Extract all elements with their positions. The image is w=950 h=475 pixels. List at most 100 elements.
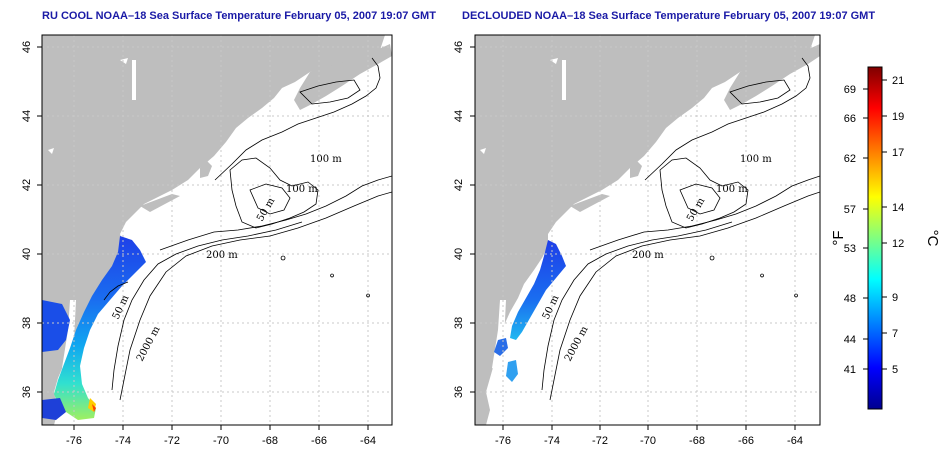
fahrenheit-tick: 41 — [844, 364, 856, 376]
cape-cod — [630, 160, 642, 178]
celsius-tick: 21 — [892, 75, 904, 87]
bathymetry-contours — [103, 57, 392, 401]
x-tick-label: -76 — [495, 435, 511, 447]
map-frame — [41, 34, 393, 426]
sst-coverage — [494, 338, 508, 356]
y-tick-label: 46 — [21, 41, 33, 53]
y-tick-label: 40 — [21, 248, 33, 260]
x-tick-label: -68 — [262, 435, 278, 447]
contour-shelf — [541, 221, 733, 391]
celsius-tick: 7 — [892, 328, 898, 340]
fahrenheit-tick: 66 — [844, 113, 856, 125]
celsius-tick: 14 — [892, 202, 904, 214]
celsius-tick: 5 — [892, 364, 898, 376]
land-mass — [475, 35, 815, 425]
y-tick-label: 38 — [21, 317, 33, 329]
x-tick-label: -74 — [115, 435, 131, 447]
celsius-tick: 17 — [892, 147, 904, 159]
sst-coverage — [506, 360, 518, 382]
lake — [48, 148, 54, 154]
contour-2000m — [549, 191, 820, 401]
fahrenheit-tick: 62 — [844, 153, 856, 165]
fahrenheit-tick: 69 — [844, 84, 856, 96]
contour-50m-shelf — [103, 281, 129, 301]
contour-100m — [644, 57, 811, 181]
x-tick-label: -76 — [66, 435, 82, 447]
x-tick-label: -68 — [689, 435, 705, 447]
celsius-tick: 19 — [892, 111, 904, 123]
left-map-panel: 100 m 100 m 50 m 200 m 50 m 2000 m -76 -… — [21, 34, 393, 447]
contour-label: 100 m — [286, 184, 318, 195]
y-tick-label: 36 — [21, 386, 33, 398]
lake — [480, 148, 486, 154]
contour-label: 200 m — [632, 250, 664, 261]
chesapeake-bay — [62, 300, 76, 370]
grid-lines — [475, 35, 820, 425]
fahrenheit-tick: 53 — [844, 243, 856, 255]
celsius-tick: 12 — [892, 238, 904, 250]
cape-cod — [200, 160, 212, 178]
lake-champlain — [132, 60, 136, 100]
contour-label: 100 m — [740, 154, 772, 165]
y-tick-label: 44 — [453, 110, 465, 122]
contour-seamount — [330, 273, 334, 278]
contour-label: 200 m — [206, 250, 238, 261]
fahrenheit-unit-label: °F — [830, 230, 847, 245]
bathymetry-contours — [541, 57, 820, 401]
contour-seamount — [709, 255, 715, 261]
contour-50m — [249, 183, 291, 215]
left-map-title: RU COOL NOAA–18 Sea Surface Temperature … — [42, 10, 436, 22]
contour-seamount — [280, 255, 286, 261]
contour-200m — [589, 175, 820, 251]
y-tick-label: 42 — [21, 179, 33, 191]
right-map-title: DECLOUDED NOAA–18 Sea Surface Temperatur… — [462, 10, 876, 22]
x-tick-label: -72 — [592, 435, 608, 447]
contour-label: 100 m — [716, 184, 748, 195]
x-tick-label: -66 — [738, 435, 754, 447]
x-tick-label: -74 — [544, 435, 560, 447]
contour-100m — [729, 79, 791, 105]
contour-100m — [229, 157, 319, 229]
grid-lines — [42, 35, 392, 425]
contour-200m — [159, 175, 392, 251]
fahrenheit-tick: 44 — [844, 334, 856, 346]
lake — [120, 58, 128, 64]
x-tick-label: -72 — [164, 435, 180, 447]
celsius-unit-label: °C — [924, 230, 941, 247]
celsius-tick: 9 — [892, 292, 898, 304]
x-tick-label: -64 — [787, 435, 803, 447]
long-island — [570, 194, 610, 212]
contour-50m — [679, 183, 721, 215]
sst-coverage — [42, 300, 70, 352]
contour-shelf — [111, 221, 303, 391]
x-tick-label: -70 — [213, 435, 229, 447]
right-map-panel: 100 m 100 m 50 m 200 m 50 m 2000 m -76 -… — [453, 34, 821, 447]
x-tick-label: -66 — [311, 435, 327, 447]
fahrenheit-tick: 48 — [844, 293, 856, 305]
y-tick-label: 38 — [453, 317, 465, 329]
contour-seamount — [760, 273, 764, 278]
contour-seamount — [794, 293, 798, 298]
fahrenheit-tick: 57 — [844, 204, 856, 216]
y-tick-label: 46 — [453, 41, 465, 53]
sst-warm-spot — [92, 404, 96, 412]
x-tick-label: -70 — [640, 435, 656, 447]
long-island — [140, 194, 180, 212]
y-tick-label: 44 — [21, 110, 33, 122]
y-tick-label: 36 — [453, 386, 465, 398]
temperature-colorbar: 69 66 62 57 53 48 44 41 21 19 17 14 12 9… — [830, 66, 941, 410]
contour-100m — [299, 79, 361, 105]
colorbar-bar — [867, 66, 883, 410]
land-mass — [42, 35, 385, 425]
contour-100m — [659, 157, 749, 229]
colorbar-ticks — [863, 79, 887, 370]
axis-ticks — [470, 46, 796, 430]
contour-2000m — [119, 191, 392, 401]
lake — [550, 58, 558, 64]
contour-seamount — [366, 293, 370, 298]
y-tick-label: 42 — [453, 179, 465, 191]
x-tick-label: -64 — [360, 435, 376, 447]
axis-ticks — [37, 46, 369, 430]
sst-coverage — [42, 398, 66, 420]
